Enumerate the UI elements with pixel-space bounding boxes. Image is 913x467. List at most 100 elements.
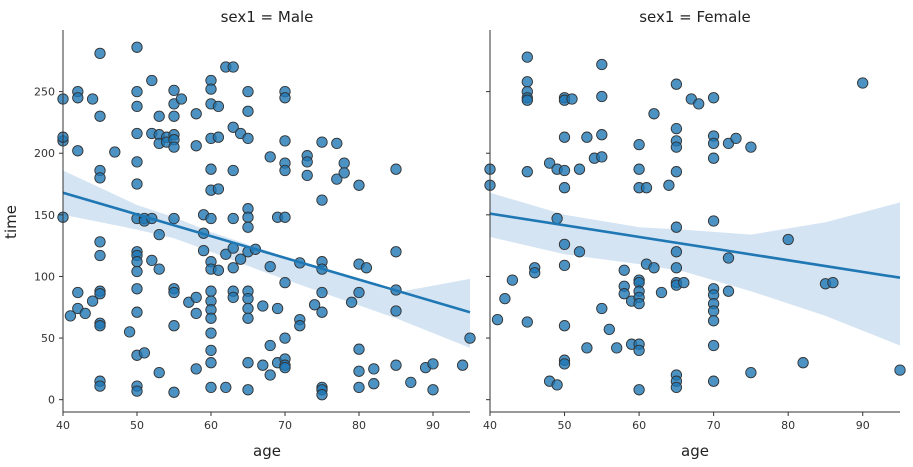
scatter-point [857, 77, 869, 89]
scatter-point [390, 359, 402, 371]
x-tick-label: 60 [632, 419, 646, 432]
scatter-point [353, 365, 365, 377]
scatter-point [257, 359, 269, 371]
scatter-point [279, 135, 291, 147]
scatter-point [368, 363, 380, 375]
scatter-point [242, 211, 254, 223]
scatter-point [264, 151, 276, 163]
scatter-point [279, 164, 291, 177]
scatter-point [707, 315, 720, 327]
scatter-point [72, 286, 84, 299]
scatter-point [294, 320, 306, 332]
scatter-point [596, 151, 608, 163]
scatter-point [131, 256, 143, 268]
scatter-point [301, 156, 313, 168]
scatter-point [405, 376, 417, 389]
scatter-point [308, 299, 321, 311]
scatter-point [338, 167, 350, 179]
scatter-point [205, 212, 217, 225]
scatter-point [279, 332, 291, 344]
scatter-point [543, 157, 556, 169]
scatter-point [131, 178, 143, 190]
scatter-point [693, 98, 705, 110]
scatter-point [242, 221, 254, 233]
scatter-point [670, 141, 683, 153]
scatter-point [109, 146, 121, 158]
scatter-point [745, 366, 757, 379]
scatter-point [558, 259, 571, 272]
scatter-point [596, 129, 608, 141]
scatter-point [205, 344, 217, 357]
x-tick-label: 40 [56, 419, 70, 432]
scatter-point [427, 384, 439, 396]
scatter-point [456, 359, 469, 371]
x-tick-label: 90 [426, 419, 440, 432]
y-tick-label: 50 [41, 332, 55, 345]
scatter-point [242, 85, 254, 98]
x-tick-label: 70 [707, 419, 721, 432]
scatter-point [551, 379, 563, 391]
scatter-point [581, 131, 593, 143]
y-tick-label: 250 [34, 86, 55, 99]
x-tick-label: 40 [483, 419, 497, 432]
scatter-point [227, 262, 239, 274]
scatter-point [390, 246, 402, 258]
scatter-point [212, 264, 225, 276]
scatter-point [390, 163, 402, 175]
x-axis-title-female: age [681, 442, 709, 460]
scatter-point [64, 310, 77, 322]
scatter-point [279, 276, 291, 289]
scatter-point [316, 194, 328, 206]
scatter-point [257, 300, 269, 312]
scatter-point [707, 305, 720, 317]
scatter-point [212, 100, 225, 113]
scatter-point [827, 276, 839, 289]
scatter-point [521, 94, 533, 106]
scatter-point [168, 286, 180, 299]
scatter-point [782, 233, 794, 246]
scatter-point [72, 92, 84, 104]
panel-male: sex1 = Male age 40 50 60 70 80 90 0 50 100 150 200… [34, 8, 476, 460]
scatter-point [797, 357, 809, 369]
scatter-point [603, 323, 615, 336]
scatter-point [301, 169, 313, 182]
scatter-point [86, 93, 99, 105]
y-axis-title: time [2, 205, 20, 239]
scatter-point [131, 283, 143, 295]
scatter-point [316, 136, 328, 148]
scatter-point [94, 320, 106, 332]
x-tick-label: 50 [558, 419, 572, 432]
scatter-point [506, 274, 519, 286]
y-tick-label: 150 [34, 209, 55, 222]
scatter-point [205, 83, 217, 95]
scatter-point [633, 384, 645, 396]
scatter-point [168, 386, 180, 398]
scatter-point [670, 166, 683, 178]
scatter-point [316, 389, 328, 401]
scatter-point [131, 127, 143, 140]
scatter-point [521, 166, 533, 178]
scatter-point [197, 244, 210, 257]
scatter-point [153, 228, 165, 241]
scatter-point [94, 47, 106, 60]
x-tick-label: 90 [856, 419, 870, 432]
scatter-point [611, 342, 623, 354]
regression-line [62, 191, 471, 314]
scatter-point [745, 141, 757, 153]
scatter-point [146, 74, 158, 87]
scatter-point [670, 262, 683, 274]
scatter-point [316, 306, 328, 318]
scatter-point [618, 288, 630, 300]
scatter-point [205, 163, 217, 175]
scatter-point [227, 291, 239, 304]
x-tick-label: 60 [204, 419, 218, 432]
scatter-point [242, 357, 254, 369]
scatter-point [368, 378, 380, 390]
scatter-point [566, 93, 578, 105]
scatter-point [220, 248, 232, 260]
scatter-point [205, 285, 217, 297]
scatter-point [521, 316, 533, 328]
x-tick-label: 50 [130, 419, 144, 432]
scatter-point [558, 320, 571, 332]
